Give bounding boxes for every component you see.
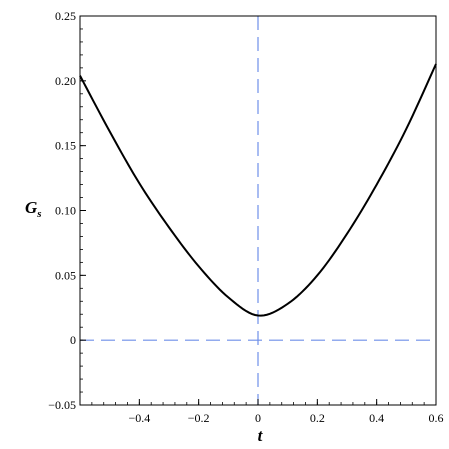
y-tick-label: 0.20 — [55, 74, 76, 88]
x-tick-label: 0.6 — [429, 411, 444, 425]
x-axis-title: t — [258, 426, 264, 445]
y-axis-title-subscript: s — [36, 208, 41, 220]
x-tick-label: −0.2 — [188, 411, 210, 425]
x-tick-label: −0.4 — [128, 411, 150, 425]
y-axis-title: Gs — [25, 198, 42, 220]
y-tick-label: −0.05 — [48, 398, 76, 412]
y-tick-label: 0 — [70, 333, 76, 347]
x-tick-label: 0 — [255, 411, 261, 425]
y-tick-label: 0.15 — [55, 139, 76, 153]
y-tick-label: 0.25 — [55, 9, 76, 23]
series-line-0 — [79, 63, 437, 317]
y-tick-label: 0.05 — [55, 268, 76, 282]
y-axis-title-main: G — [25, 198, 38, 217]
x-tick-label: 0.2 — [310, 411, 325, 425]
y-tick-label: 0.10 — [55, 204, 76, 218]
x-tick-label: 0.4 — [369, 411, 384, 425]
